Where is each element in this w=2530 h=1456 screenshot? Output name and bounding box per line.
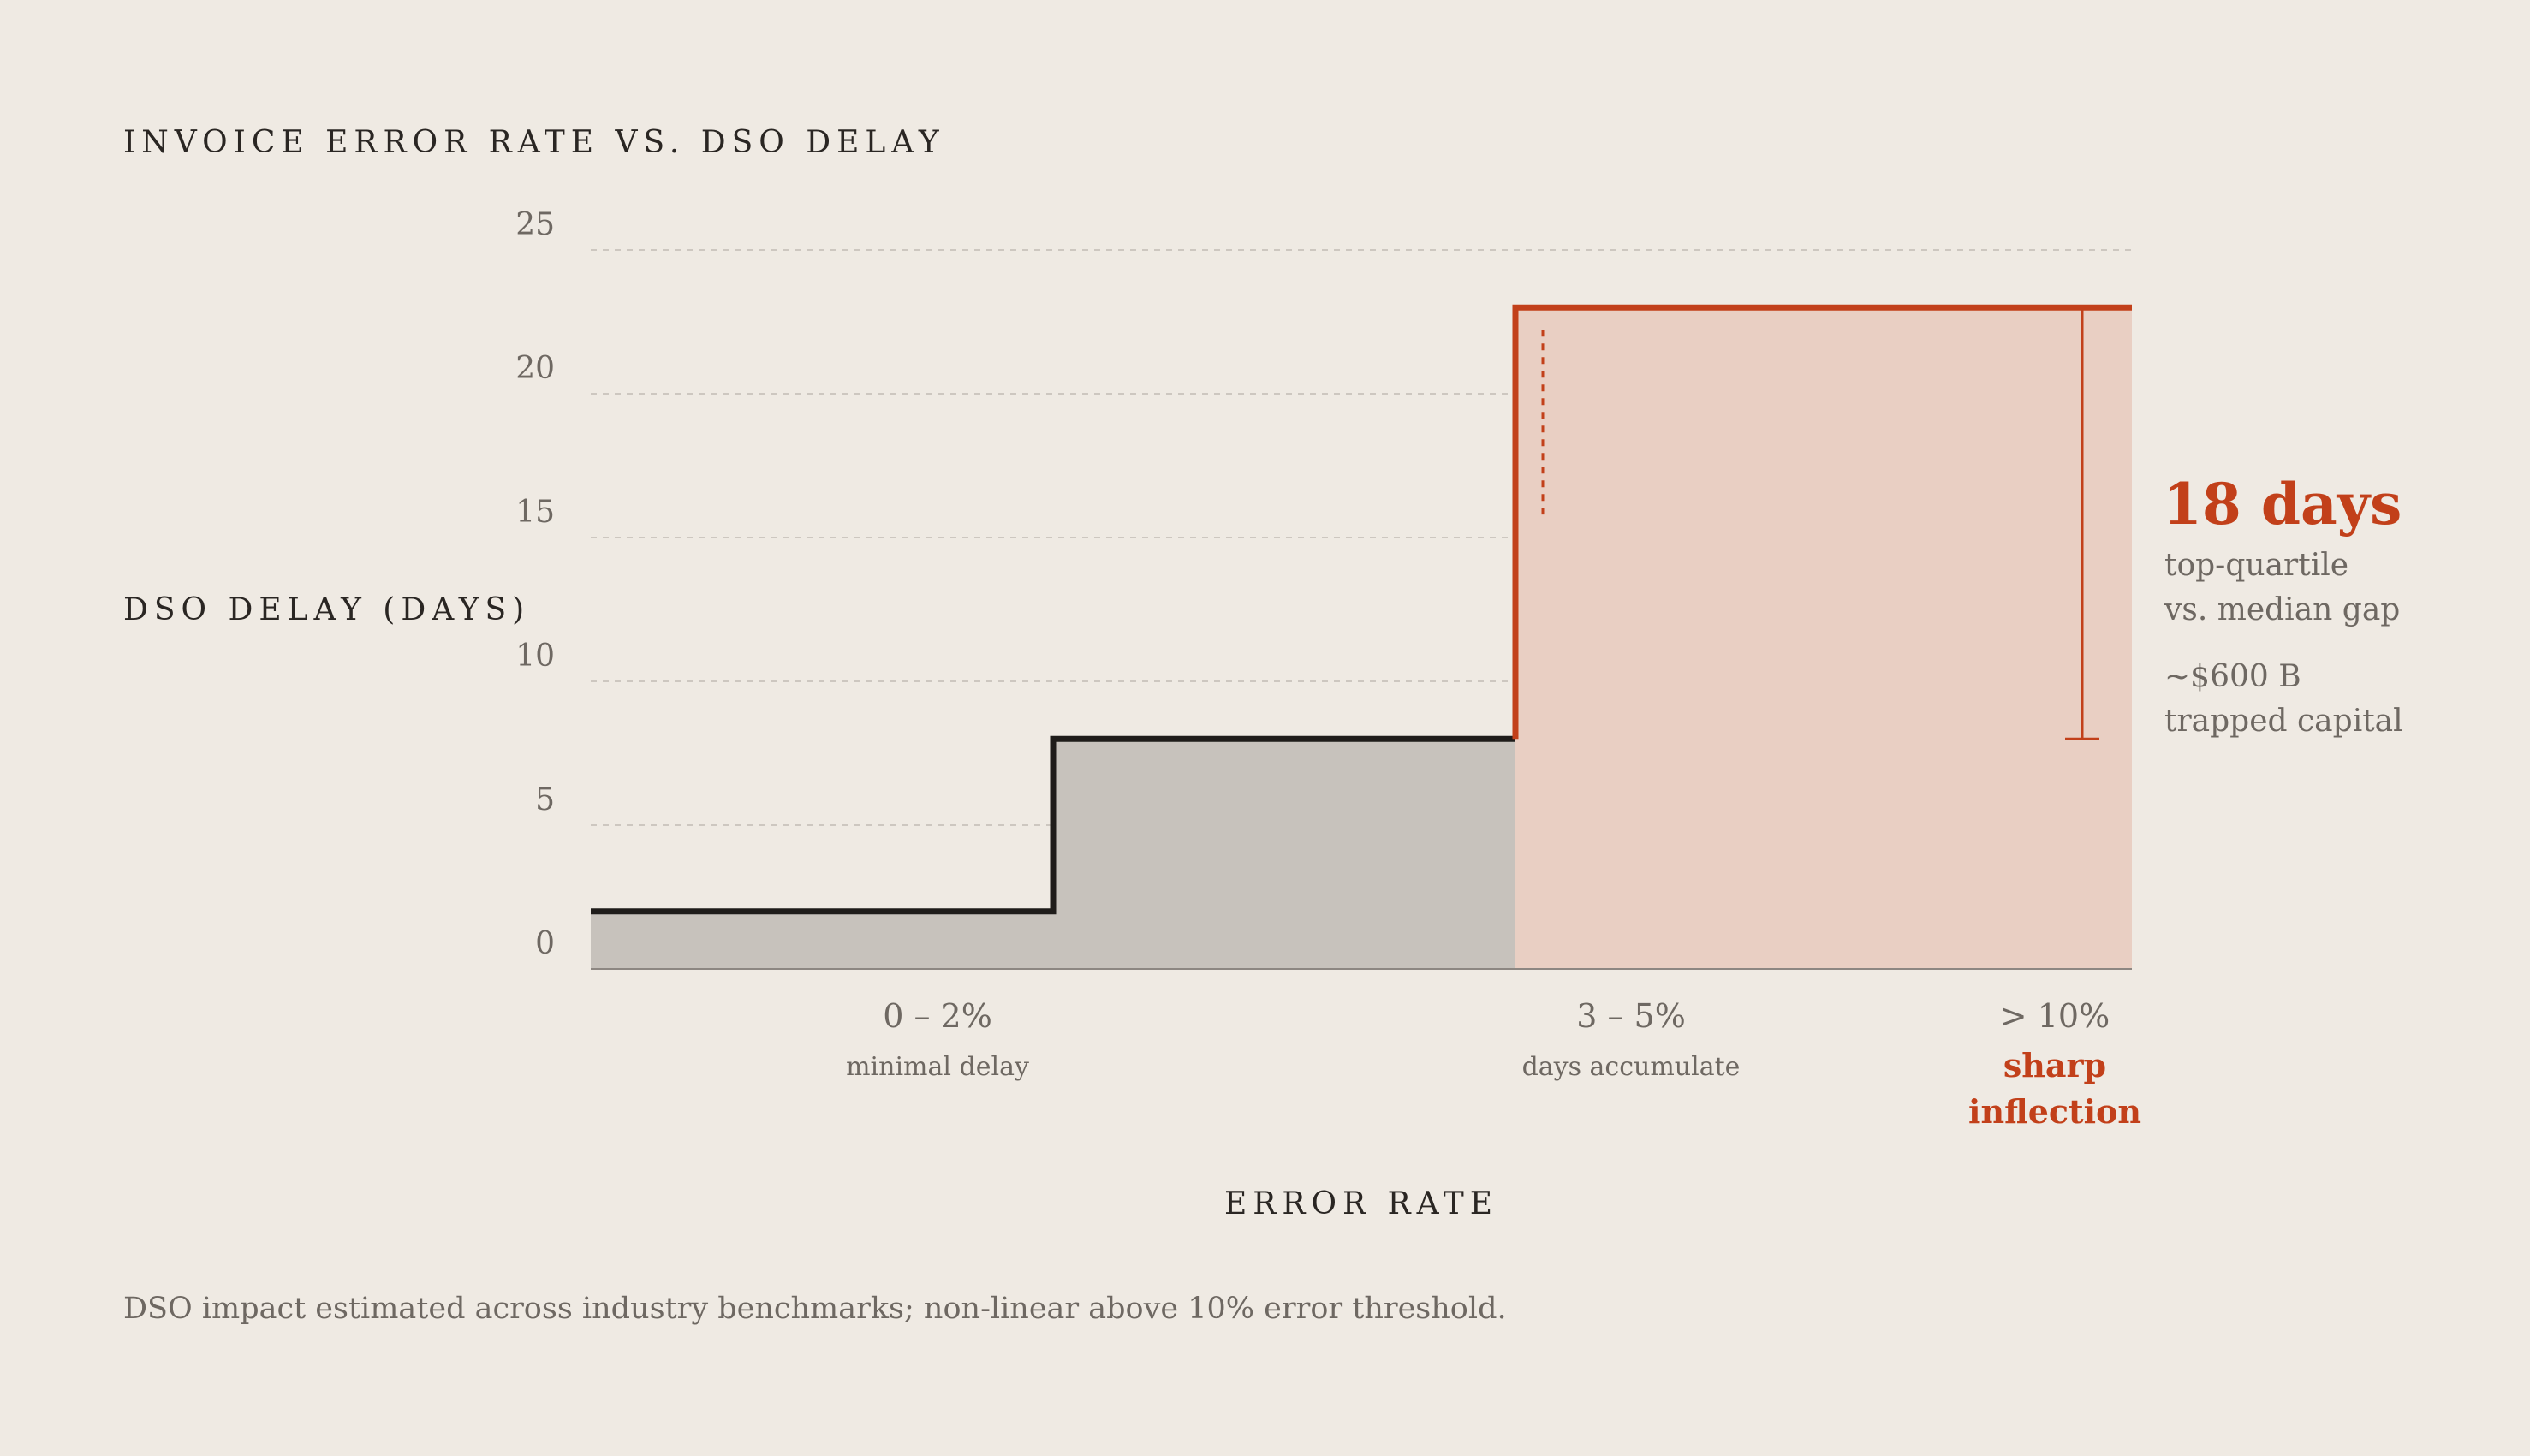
x-category-sublabel-1: days accumulate: [1522, 1052, 1741, 1082]
y-tick-label-0: 0: [535, 926, 555, 961]
y-tick-label-20: 20: [515, 351, 555, 386]
step-fill-2: [1515, 307, 2132, 969]
y-axis-label: DSO DELAY (DAYS): [123, 592, 530, 627]
callout-line-2: vs. median gap: [2164, 592, 2400, 627]
step-lines: [591, 304, 2132, 915]
x-category-label-0: 0 – 2%: [883, 997, 992, 1035]
y-tick-label-5: 5: [535, 782, 555, 817]
step-line-accent: [1512, 304, 2132, 740]
step-fill-1: [1053, 739, 1515, 969]
callout-capital-2: trapped capital: [2164, 704, 2403, 739]
chart-title: INVOICE ERROR RATE VS. DSO DELAY: [123, 125, 945, 160]
x-category-label-2: > 10%: [2000, 997, 2110, 1035]
x-category-label-1: 3 – 5%: [1576, 997, 1686, 1035]
y-tick-label-25: 25: [515, 207, 555, 242]
y-tick-label-15: 15: [515, 495, 555, 530]
step-line-neutral: [591, 735, 1515, 915]
x-category-labels: 0 – 2% minimal delay 3 – 5% days accumulate…: [846, 997, 2141, 1131]
gap-markers: [1541, 307, 2099, 740]
callout-capital-1: ~$600 B: [2164, 659, 2301, 694]
y-ticks: 0 5 10 15 20 25: [515, 207, 555, 961]
x-category-sublabel-0: minimal delay: [846, 1052, 1029, 1082]
callout-line-1: top-quartile: [2164, 548, 2348, 583]
y-tick-label-10: 10: [515, 639, 555, 674]
step-fill-0: [591, 911, 1053, 969]
x-axis-label: ERROR RATE: [1224, 1186, 1498, 1221]
x-category-sublabel-2-line-1: sharp: [2003, 1046, 2106, 1085]
x-category-sublabel-2-line-2: inflection: [1968, 1092, 2141, 1131]
footnote: DSO impact estimated across industry ben…: [123, 1292, 1507, 1326]
step-fills: [591, 307, 2132, 969]
callout-headline: 18 days: [2163, 471, 2402, 538]
